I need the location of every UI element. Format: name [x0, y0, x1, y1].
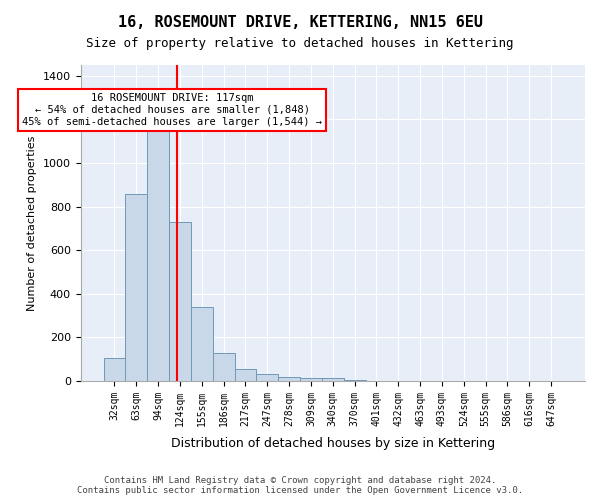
Bar: [169, 222, 191, 381]
Y-axis label: Number of detached properties: Number of detached properties: [27, 136, 37, 310]
Text: Contains HM Land Registry data © Crown copyright and database right 2024.
Contai: Contains HM Land Registry data © Crown c…: [77, 476, 523, 495]
Text: 16, ROSEMOUNT DRIVE, KETTERING, NN15 6EU: 16, ROSEMOUNT DRIVE, KETTERING, NN15 6EU: [118, 15, 482, 30]
Bar: [300, 378, 322, 381]
Bar: [104, 358, 125, 381]
Bar: [147, 130, 169, 381]
Text: 16 ROSEMOUNT DRIVE: 117sqm
← 54% of detached houses are smaller (1,848)
45% of s: 16 ROSEMOUNT DRIVE: 117sqm ← 54% of deta…: [22, 94, 322, 126]
X-axis label: Distribution of detached houses by size in Kettering: Distribution of detached houses by size …: [171, 437, 495, 450]
Bar: [256, 374, 278, 381]
Text: Size of property relative to detached houses in Kettering: Size of property relative to detached ho…: [86, 38, 514, 51]
Bar: [191, 307, 213, 381]
Bar: [235, 369, 256, 381]
Bar: [213, 352, 235, 381]
Bar: [278, 376, 300, 381]
Bar: [125, 194, 147, 381]
Bar: [322, 378, 344, 381]
Bar: [344, 380, 365, 381]
